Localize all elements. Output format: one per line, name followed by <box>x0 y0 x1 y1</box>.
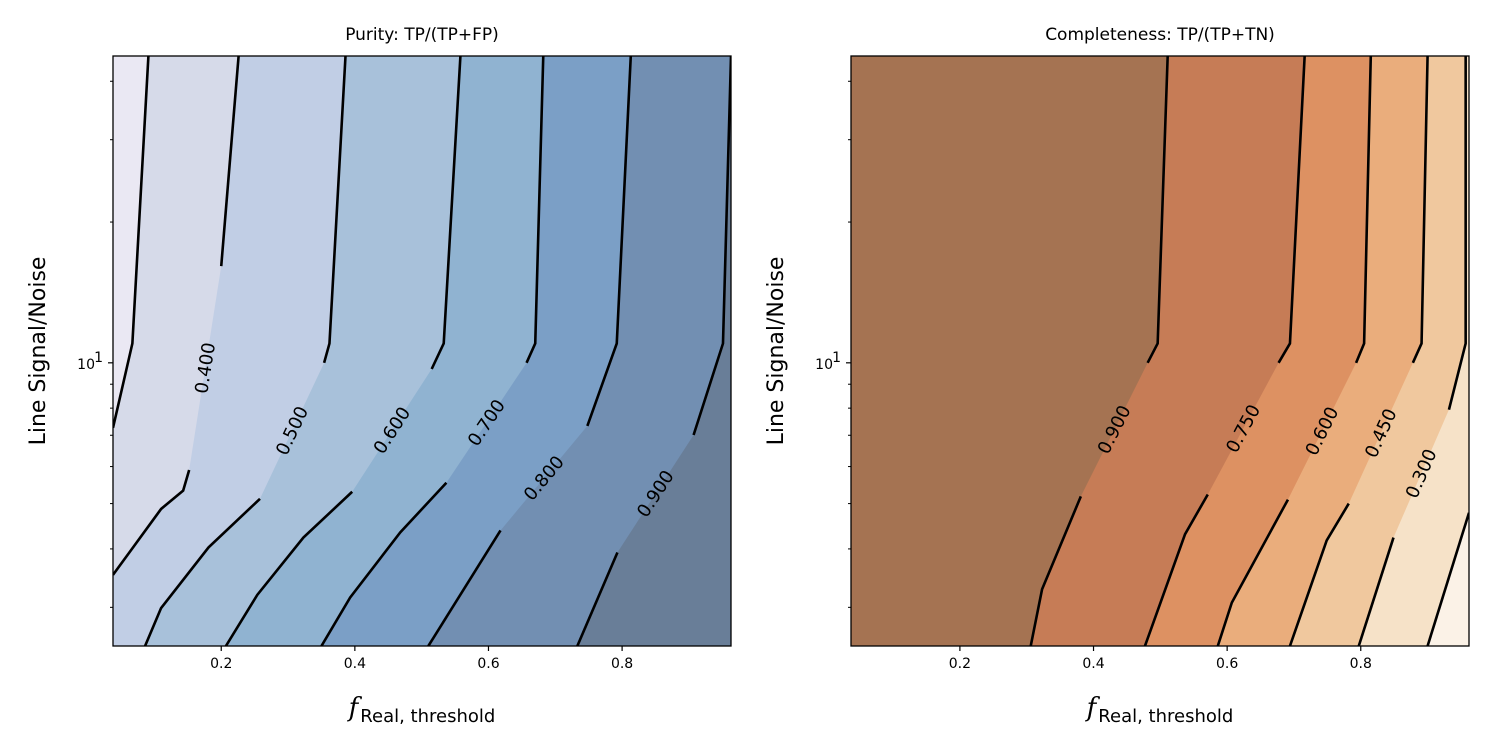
y-tick-base: 10 <box>77 357 95 373</box>
x-tick-label: 0.2 <box>949 656 971 672</box>
purity-panel: Purity: TP/(TP+FP) Line Signal/Noise f Re… <box>26 25 732 727</box>
contour-line-0.8 <box>427 529 502 646</box>
y-tick-base: 10 <box>815 357 833 373</box>
axes-frame <box>112 55 732 647</box>
contour-line-0.9 <box>1029 495 1083 646</box>
contour-band-0.9 <box>577 56 731 646</box>
contour-line-0.5 <box>322 56 347 364</box>
y-tick-exponent: 1 <box>832 350 841 366</box>
x-tick-label: 0.2 <box>210 656 232 672</box>
purity-y-axis-label: Line Signal/Noise <box>26 257 51 446</box>
y-tick-label: 10 <box>77 357 95 373</box>
contour-line-0.6 <box>1354 56 1373 364</box>
contour-line-0.45 <box>1288 502 1350 646</box>
purity-title: Purity: TP/(TP+FP) <box>345 25 499 45</box>
contour-line-0.9 <box>692 56 731 436</box>
contour-line-0.4 <box>219 56 240 267</box>
completeness-panel: Completeness: TP/(TP+TN) Line Signal/Noi… <box>764 25 1470 727</box>
purity-x-axis-label: f Real, threshold <box>347 693 496 727</box>
completeness-x-axis-label: f Real, threshold <box>1085 693 1234 727</box>
contour-line-0.5 <box>143 497 261 646</box>
axes-frame <box>850 55 1470 647</box>
completeness-title: Completeness: TP/(TP+TN) <box>1045 25 1275 45</box>
plot-area <box>113 56 731 646</box>
contour-line-0.3 <box>113 56 150 429</box>
x-tick-label: 0.4 <box>344 656 366 672</box>
contour-line-0.7 <box>525 56 545 364</box>
contour-line-0.75 <box>1277 56 1306 364</box>
contour-line-0.6 <box>1216 498 1290 646</box>
contour-line-0.6 <box>430 56 462 370</box>
x-tick-label: 0.6 <box>477 656 499 672</box>
x-tick-label: 0.8 <box>611 656 633 672</box>
x-label-subscript: Real, threshold <box>1098 706 1233 727</box>
contour-line-0.15 <box>1426 512 1469 646</box>
contour-line-0.7 <box>320 481 448 646</box>
contour-line-0.45 <box>1411 56 1429 364</box>
contour-line-0.4 <box>113 469 191 576</box>
contour-line-0.9 <box>576 551 619 646</box>
x-tick-label: 0.6 <box>1216 656 1238 672</box>
x-tick-label: 0.4 <box>1082 656 1104 672</box>
contour-line-0.6 <box>224 490 354 646</box>
plot-area <box>851 56 1469 646</box>
contour-line-0.9 <box>1146 56 1169 364</box>
x-label-subscript: Real, threshold <box>360 706 495 727</box>
contour-line-0.75 <box>1143 493 1209 646</box>
contour-band-0.9 <box>851 56 1168 646</box>
contour-line-0.8 <box>586 56 633 427</box>
x-tick-label: 0.8 <box>1350 656 1372 672</box>
y-tick-label: 10 <box>815 357 833 373</box>
completeness-y-axis-label: Line Signal/Noise <box>764 257 789 446</box>
y-tick-exponent: 1 <box>94 350 103 366</box>
contour-line-0.3 <box>1357 537 1395 646</box>
contour-line-0.3 <box>1447 56 1467 410</box>
